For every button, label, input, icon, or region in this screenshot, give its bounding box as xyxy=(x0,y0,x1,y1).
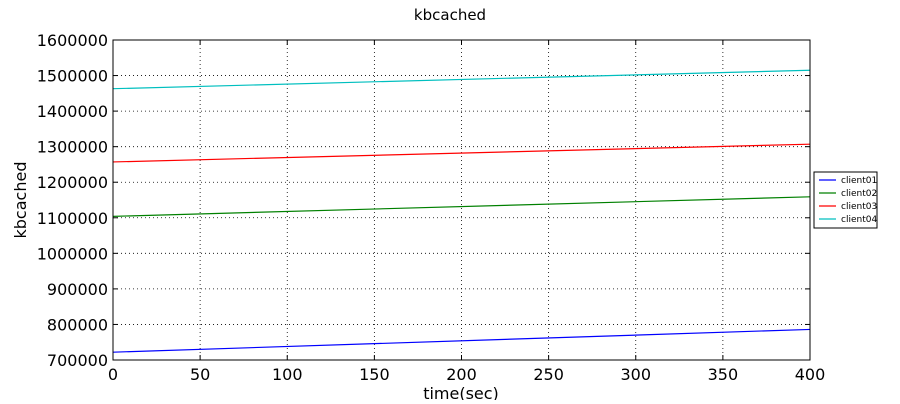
y-tick-label: 1200000 xyxy=(37,173,108,192)
series-line-client02 xyxy=(112,196,811,217)
x-tick-label: 250 xyxy=(533,365,564,384)
chart-title: kbcached xyxy=(414,6,486,24)
y-tick-label: 900000 xyxy=(47,280,108,299)
x-tick-label: 350 xyxy=(708,365,739,384)
legend-label-client03: client03 xyxy=(841,202,877,212)
legend-label-client01: client01 xyxy=(841,176,877,186)
legend-label-client04: client04 xyxy=(841,215,877,225)
y-tick-label: 1500000 xyxy=(37,67,108,86)
y-tick-label: 1300000 xyxy=(37,138,108,157)
y-tick-label: 1400000 xyxy=(37,102,108,121)
legend-label-client02: client02 xyxy=(841,189,877,199)
x-tick-label: 50 xyxy=(190,365,210,384)
x-tick-label: 150 xyxy=(359,365,390,384)
series-line-client03 xyxy=(112,143,811,163)
series-lines xyxy=(112,69,811,353)
y-tick-label: 1100000 xyxy=(37,209,108,228)
axis-ticks: 0 50 100 150 200 250 300 350 400 700000 800000 9000… xyxy=(37,31,826,384)
y-tick-label: 800000 xyxy=(47,315,108,334)
y-tick-label: 700000 xyxy=(47,351,108,370)
y-tick-label: 1600000 xyxy=(37,31,108,50)
series-line-client01 xyxy=(112,328,811,353)
x-tick-label: 100 xyxy=(272,365,303,384)
x-tick-label: 400 xyxy=(795,365,826,384)
x-tick-label: 300 xyxy=(620,365,651,384)
grid xyxy=(113,40,810,360)
series-line-client04 xyxy=(112,69,811,90)
x-tick-label: 200 xyxy=(446,365,477,384)
x-axis-label: time(sec) xyxy=(423,384,499,400)
y-tick-label: 1000000 xyxy=(37,244,108,263)
y-axis-label: kbcached xyxy=(11,162,30,239)
legend: client01 client02 client03 client04 xyxy=(813,171,878,229)
x-tick-label: 0 xyxy=(108,365,118,384)
